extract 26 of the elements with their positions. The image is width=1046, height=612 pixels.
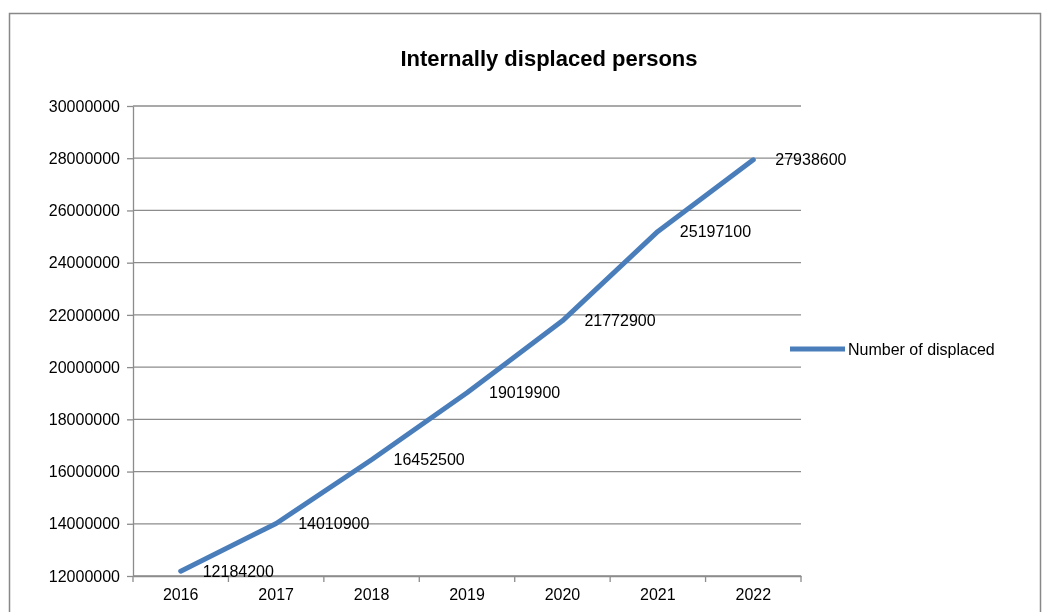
y-tick-label: 28000000 [48,149,121,167]
y-tick-label: 24000000 [48,254,121,272]
y-tick-label: 20000000 [48,358,121,376]
y-tick-label: 18000000 [48,410,121,428]
x-tick-label: 2018 [353,585,390,603]
x-tick-label: 2020 [544,585,581,603]
data-label: 14010900 [298,515,370,533]
data-label: 27938600 [775,151,847,169]
y-tick-label: 26000000 [48,202,121,220]
y-tick-label: 12000000 [48,567,121,585]
legend-label: Number of displaced [848,340,995,358]
data-label: 21772900 [584,312,656,330]
x-tick-label: 2021 [640,585,676,603]
data-label: 25197100 [679,223,752,241]
x-tick-label: 2016 [162,585,199,603]
x-tick-label: 2017 [258,585,295,603]
y-tick-label: 14000000 [48,515,121,533]
data-label: 12184200 [202,562,274,580]
y-tick-label: 22000000 [48,306,121,324]
y-tick-label: 30000000 [48,97,121,115]
data-label: 19019900 [489,384,561,402]
x-tick-label: 2019 [449,585,485,603]
x-tick-label: 2022 [735,585,772,603]
data-label: 16452500 [393,451,465,469]
y-tick-label: 16000000 [48,463,121,481]
chart-title: Internally displaced persons [400,46,698,71]
